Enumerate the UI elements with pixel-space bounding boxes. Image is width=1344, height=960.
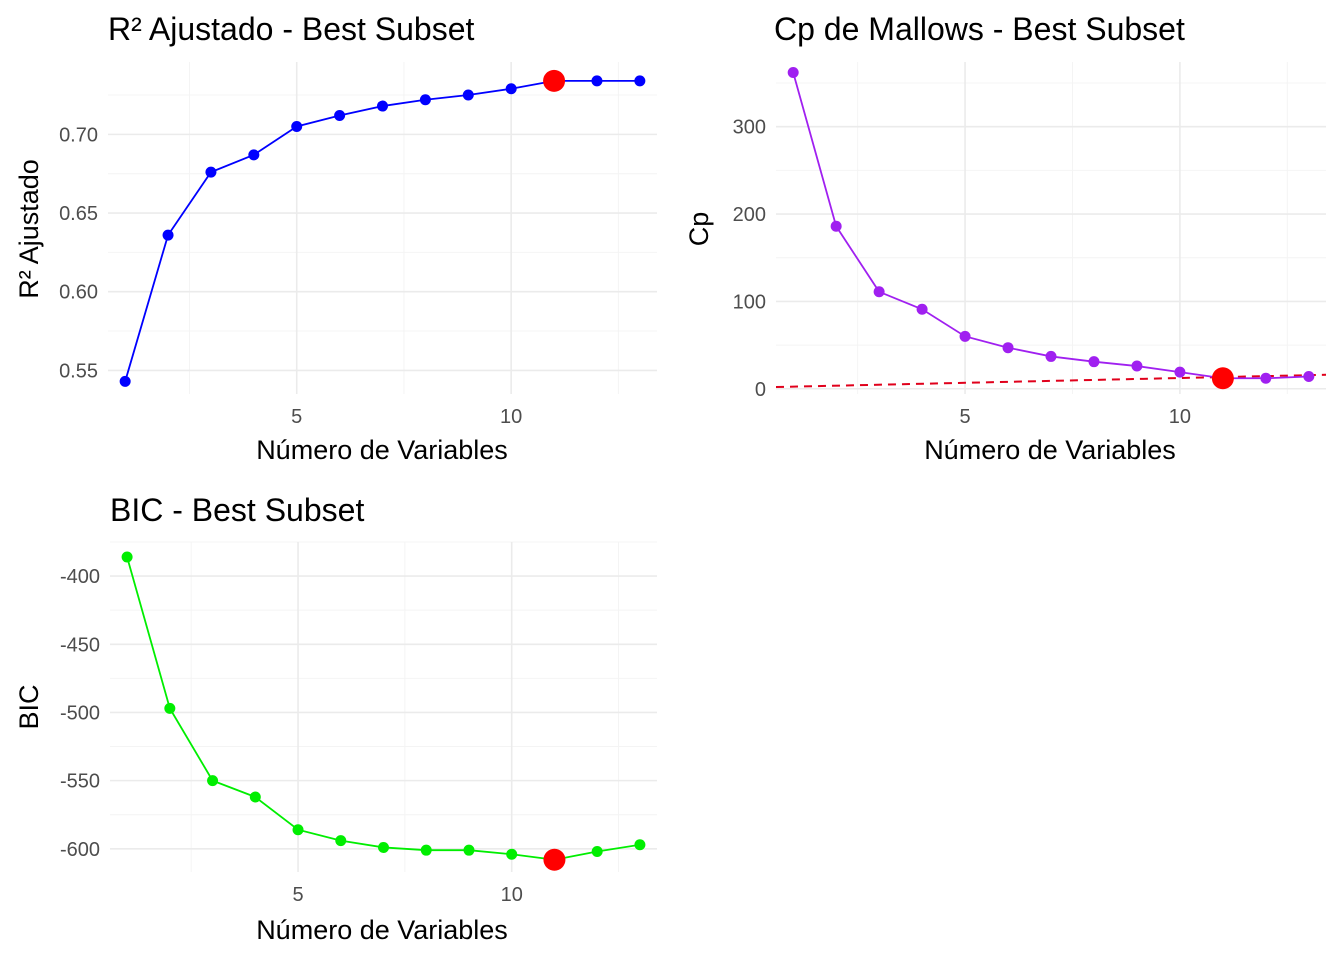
cp-x-tick-label: 5 bbox=[960, 406, 971, 428]
cp-data-point bbox=[787, 66, 799, 78]
bic-data-point bbox=[292, 824, 304, 836]
r2-data-point bbox=[634, 75, 646, 87]
cp-y-tick-label: 200 bbox=[733, 204, 766, 226]
bic-data-point bbox=[634, 839, 646, 851]
r2-data-point bbox=[162, 229, 174, 241]
bic-optimum-point bbox=[543, 848, 566, 871]
bic-data-point bbox=[164, 702, 176, 714]
r2-y-tick-label: 0.60 bbox=[59, 282, 98, 304]
r2-chart-title: R² Ajustado - Best Subset bbox=[108, 11, 475, 47]
cp-data-point bbox=[916, 303, 928, 315]
r2-data-point bbox=[334, 109, 346, 121]
r2-data-point bbox=[462, 89, 474, 101]
cp-y-axis-title: Cp bbox=[684, 212, 714, 247]
bic-x-tick-label: 5 bbox=[292, 884, 303, 906]
cp-data-point bbox=[1174, 366, 1186, 378]
r2-data-point bbox=[505, 83, 517, 95]
bic-data-point bbox=[121, 551, 133, 563]
r2-y-tick-label: 0.55 bbox=[59, 360, 98, 382]
bic-data-point bbox=[249, 791, 261, 803]
cp-x-tick-label: 10 bbox=[1169, 406, 1191, 428]
cp-y-tick-label: 0 bbox=[755, 379, 766, 401]
r2-x-axis-title: Número de Variables bbox=[256, 435, 508, 465]
bic-x-tick-label: 10 bbox=[501, 884, 523, 906]
bic-data-point bbox=[463, 844, 475, 856]
r2-x-tick-label: 10 bbox=[500, 406, 522, 428]
cp-data-point bbox=[1260, 372, 1272, 384]
r2-data-point bbox=[205, 166, 217, 178]
cp-data-point bbox=[873, 286, 885, 298]
cp-data-point bbox=[830, 220, 842, 232]
bic-y-tick-label: -500 bbox=[60, 702, 100, 724]
cp-reference-line bbox=[775, 373, 1327, 389]
bic-data-point bbox=[207, 775, 219, 787]
r2-y-tick-label: 0.65 bbox=[59, 203, 98, 225]
cp-optimum-point bbox=[1211, 367, 1234, 390]
r2-data-point bbox=[119, 375, 131, 387]
bic-data-point bbox=[591, 846, 603, 858]
r2-data-point bbox=[377, 100, 388, 112]
bic-x-axis-title: Número de Variables bbox=[256, 915, 508, 945]
cp-x-axis-title: Número de Variables bbox=[924, 435, 1176, 465]
r2-data-point bbox=[419, 94, 431, 106]
bic-panel: BIC - Best Subset Número de Variables BI… bbox=[14, 492, 657, 945]
cp-data-point bbox=[959, 330, 971, 342]
bic-y-tick-label: -550 bbox=[60, 771, 100, 793]
bic-y-tick-label: -450 bbox=[60, 634, 100, 656]
cp-data-point bbox=[1045, 350, 1057, 362]
r2-adjusted-panel: R² Ajustado - Best Subset Número de Vari… bbox=[14, 11, 657, 465]
bic-data-point bbox=[506, 848, 518, 860]
r2-data-point bbox=[291, 121, 303, 133]
cp-data-point bbox=[1088, 356, 1100, 368]
r2-x-tick-label: 5 bbox=[291, 406, 302, 428]
r2-y-tick-label: 0.70 bbox=[59, 124, 98, 146]
bic-data-point bbox=[420, 844, 432, 856]
cp-data-point bbox=[1131, 360, 1143, 372]
cp-chart-title: Cp de Mallows - Best Subset bbox=[774, 11, 1185, 47]
bic-data-point bbox=[335, 835, 347, 847]
bic-y-tick-label: -400 bbox=[60, 566, 100, 588]
r2-y-axis-title: R² Ajustado bbox=[14, 159, 44, 299]
r2-data-point bbox=[248, 149, 260, 161]
bic-y-tick-label: -600 bbox=[60, 839, 100, 861]
bic-chart-title: BIC - Best Subset bbox=[110, 492, 364, 528]
r2-data-point bbox=[591, 75, 603, 87]
bic-data-point bbox=[378, 841, 389, 853]
cp-y-tick-label: 100 bbox=[733, 291, 766, 313]
r2-optimum-point bbox=[543, 69, 566, 92]
mallows-cp-panel: Cp de Mallows - Best Subset Número de Va… bbox=[684, 11, 1327, 465]
bic-y-axis-title: BIC bbox=[14, 684, 44, 729]
cp-data-point bbox=[1303, 371, 1315, 383]
cp-data-point bbox=[1002, 342, 1014, 354]
cp-y-tick-label: 300 bbox=[733, 117, 766, 139]
